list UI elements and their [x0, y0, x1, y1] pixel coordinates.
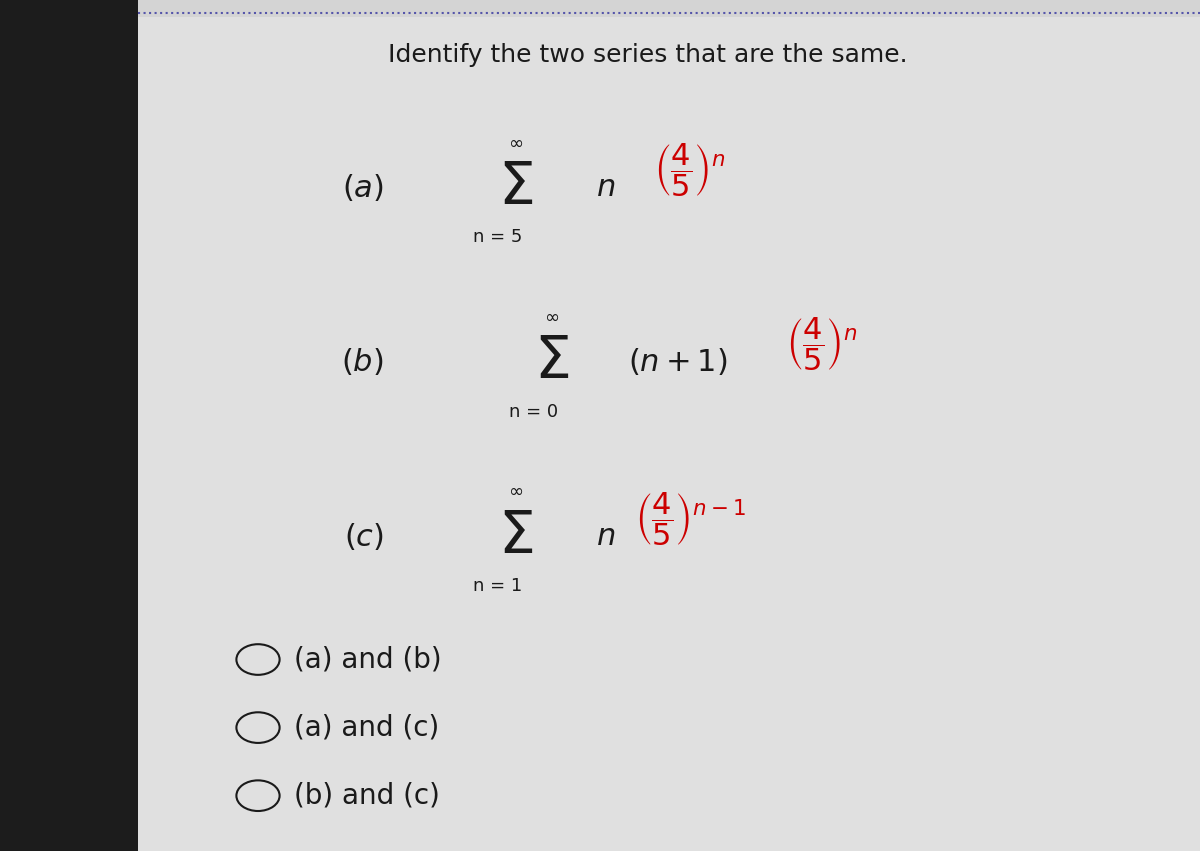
Text: $\infty$: $\infty$: [545, 308, 559, 326]
Text: $\Sigma$: $\Sigma$: [498, 508, 534, 564]
Text: $\Sigma$: $\Sigma$: [534, 334, 570, 390]
Text: $(a)$: $(a)$: [342, 172, 384, 203]
Text: Identify the two series that are the same.: Identify the two series that are the sam…: [388, 43, 908, 66]
FancyBboxPatch shape: [0, 0, 138, 851]
Text: $n$: $n$: [596, 522, 616, 551]
Text: $\left(\dfrac{4}{5}\right)^n$: $\left(\dfrac{4}{5}\right)^n$: [654, 141, 726, 199]
Text: $(n + 1)$: $(n + 1)$: [629, 346, 727, 377]
Text: $n$: $n$: [596, 173, 616, 202]
Text: $\left(\dfrac{4}{5}\right)^n$: $\left(\dfrac{4}{5}\right)^n$: [786, 316, 858, 374]
Text: (b) and (c): (b) and (c): [294, 782, 440, 809]
Text: (a) and (c): (a) and (c): [294, 714, 439, 741]
Text: $\left(\dfrac{4}{5}\right)^{n-1}$: $\left(\dfrac{4}{5}\right)^{n-1}$: [635, 490, 745, 548]
Text: $\infty$: $\infty$: [509, 134, 523, 151]
Text: n = 5: n = 5: [473, 228, 523, 246]
Text: $(b)$: $(b)$: [342, 346, 384, 377]
Text: $(c)$: $(c)$: [344, 521, 384, 551]
FancyBboxPatch shape: [138, 17, 1200, 851]
Text: n = 0: n = 0: [510, 403, 558, 420]
Text: $\Sigma$: $\Sigma$: [498, 159, 534, 215]
Text: $\infty$: $\infty$: [509, 483, 523, 500]
Text: n = 1: n = 1: [473, 577, 523, 595]
Text: (a) and (b): (a) and (b): [294, 646, 442, 673]
